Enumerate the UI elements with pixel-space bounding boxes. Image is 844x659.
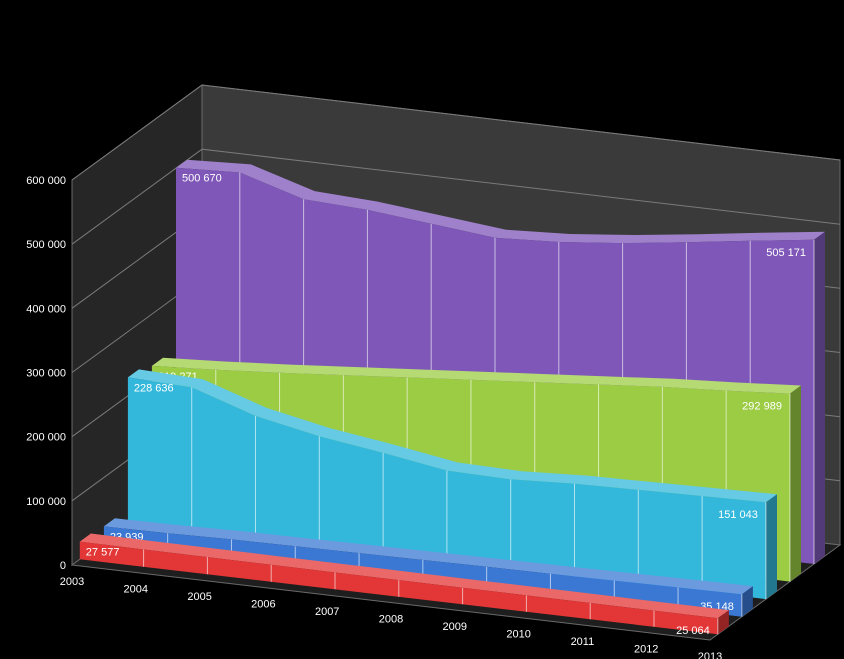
series-3-top [127,369,777,503]
series-5-top [79,533,729,619]
series-3-side [765,494,777,600]
series-5-side [717,610,729,635]
y-tick-label: 400 000 [26,303,66,315]
x-tick-label: 2010 [506,629,530,641]
x-tick-label: 2005 [187,591,211,603]
series-3-label-first: 228 636 [134,382,174,394]
x-tick-label: 2012 [634,644,658,656]
y-tick-label: 100 000 [26,496,66,508]
x-tick-label: 2007 [315,606,339,618]
x-tick-label: 2004 [124,584,148,596]
x-tick-label: 2003 [60,576,84,588]
series-1-label-last: 505 171 [766,247,806,259]
gridline [71,148,841,245]
series-5-label-first: 27 577 [86,547,120,559]
series-4-side [741,586,753,617]
x-tick-label: 2008 [379,614,403,626]
series-5-label-last: 25 064 [676,625,710,637]
y-tick-label: 500 000 [26,239,66,251]
y-tick-label: 300 000 [26,368,66,380]
series-3-label-last: 151 043 [718,509,758,521]
x-tick-label: 2006 [251,599,275,611]
gridline [71,84,841,181]
y-tick-label: 600 000 [26,175,66,187]
series-1-top [176,159,825,244]
x-tick-label: 2013 [698,651,722,659]
series-1-side [814,231,825,565]
y-tick-label: 0 [60,560,66,572]
series-2-label-last: 292 989 [742,401,782,413]
x-tick-label: 2011 [571,636,595,648]
series-1-label-first: 500 670 [182,173,222,185]
series-2-top [151,357,801,394]
series-2-side [790,385,801,582]
x-tick-label: 2009 [443,621,467,633]
y-tick-label: 200 000 [26,432,66,444]
series-4-top [103,518,753,595]
